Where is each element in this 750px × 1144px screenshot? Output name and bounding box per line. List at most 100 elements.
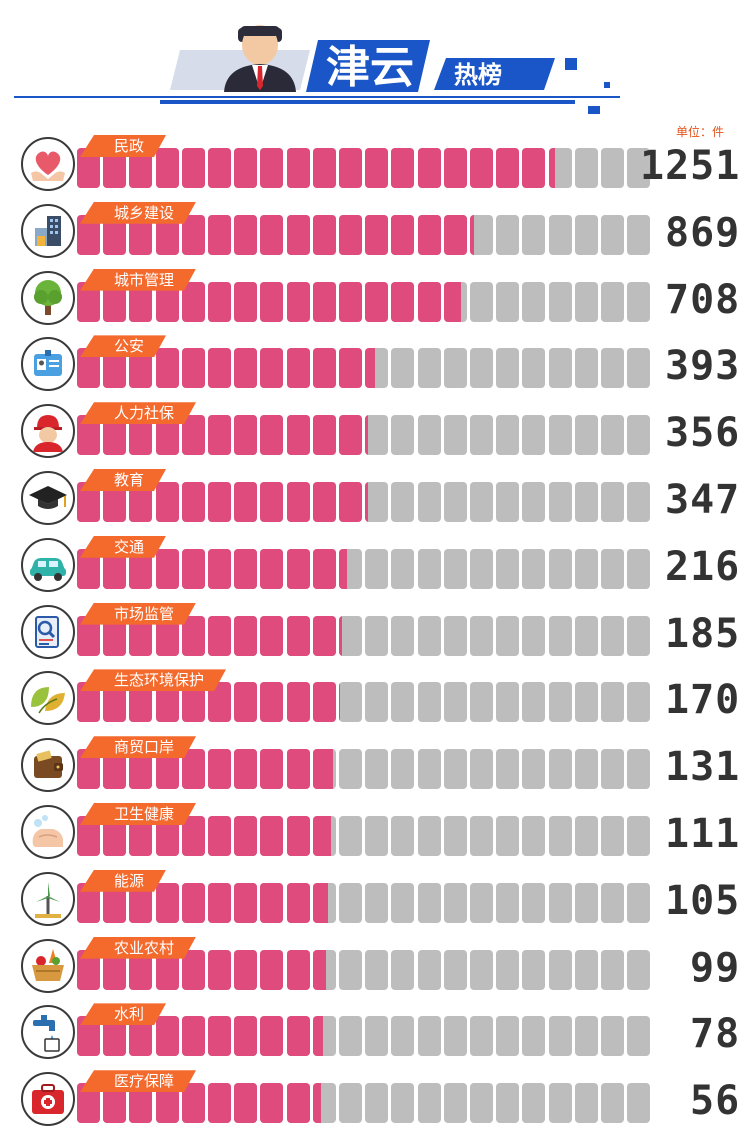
- bar-fill: [129, 348, 153, 389]
- bar-fill: [155, 281, 179, 322]
- bar-segment: [208, 214, 231, 255]
- category-label: 城市管理: [80, 269, 196, 291]
- bar-fill: [234, 1083, 258, 1124]
- bar-segment: [181, 816, 205, 856]
- bar-fill: [365, 482, 368, 522]
- value-label: 56: [690, 1078, 741, 1125]
- bar-segment: [339, 415, 362, 456]
- bar-segment: [627, 148, 651, 188]
- bar-fill: [365, 148, 389, 188]
- bar-segment: [365, 816, 389, 856]
- bar-fill: [391, 281, 415, 322]
- bar-fill: [129, 1083, 153, 1124]
- bar-fill: [286, 415, 310, 456]
- bar-fill: [260, 615, 284, 656]
- bar-segment: [129, 816, 153, 856]
- bar-fill: [234, 548, 258, 589]
- bar-segment: [601, 281, 624, 322]
- bar-fill: [155, 348, 179, 389]
- bar-segment: [155, 148, 179, 188]
- bar-segment: [601, 949, 624, 990]
- bar-fill: [77, 482, 100, 522]
- bar-segment: [548, 816, 572, 856]
- bar-segment: [181, 214, 205, 255]
- bar-fill: [77, 214, 100, 255]
- bar-fill: [181, 615, 205, 656]
- bar-fill: [77, 415, 100, 456]
- bar-segment: [470, 682, 493, 723]
- bar-segment: [417, 548, 441, 589]
- bar-segment: [470, 1016, 493, 1057]
- bar-segment: [470, 281, 493, 322]
- bar-segment: [129, 281, 153, 322]
- bar-segment: [443, 482, 467, 522]
- bar-segment: [601, 882, 624, 923]
- bar-fill: [77, 281, 100, 322]
- bar-segment: [77, 682, 100, 723]
- bar-segment: [627, 749, 651, 790]
- bar-segment: [312, 682, 336, 723]
- bar-fill: [260, 214, 284, 255]
- bar-segment: [365, 882, 389, 923]
- bar-segment: [208, 949, 231, 990]
- bar-segment: [312, 148, 336, 188]
- bar-segment: [601, 348, 624, 389]
- bar-segment: [601, 749, 624, 790]
- bar-fill: [208, 415, 231, 456]
- bar-segment: [234, 615, 258, 656]
- bar-fill: [103, 615, 127, 656]
- bar-fill: [208, 749, 231, 790]
- bar-fill: [365, 415, 368, 456]
- bar-segment: [155, 281, 179, 322]
- bar-fill: [77, 816, 100, 856]
- value-label: 869: [665, 209, 741, 256]
- bar: [77, 615, 651, 656]
- bar-fill: [260, 348, 284, 389]
- bar-fill: [129, 1016, 153, 1057]
- bar-segment: [522, 348, 546, 389]
- bar-segment: [443, 148, 467, 188]
- bar-fill: [103, 882, 127, 923]
- bar-segment: [339, 949, 362, 990]
- bar-segment: [417, 1083, 441, 1124]
- bar-segment: [234, 882, 258, 923]
- header-subtitle: 热榜: [454, 61, 502, 89]
- bar-fill: [103, 348, 127, 389]
- bar-segment: [77, 816, 100, 856]
- bar-segment: [234, 548, 258, 589]
- bar-segment: [470, 882, 493, 923]
- unit-label: 单位：件: [676, 125, 725, 139]
- bar-fill: [260, 1083, 284, 1124]
- bar-segment: [155, 615, 179, 656]
- bar-segment: [417, 816, 441, 856]
- bar-segment: [155, 1016, 179, 1057]
- bar-segment: [260, 882, 284, 923]
- bar-segment: [312, 882, 336, 923]
- bar-fill: [312, 415, 336, 456]
- value-label: 356: [665, 410, 741, 457]
- bar-segment: [260, 148, 284, 188]
- bar-segment: [365, 281, 389, 322]
- bar-segment: [627, 415, 651, 456]
- bar-fill: [103, 1016, 127, 1057]
- bar-fill: [155, 949, 179, 990]
- category-label: 能源: [80, 870, 166, 892]
- bar-segment: [208, 816, 231, 856]
- bar-segment: [365, 148, 389, 188]
- bar-fill: [103, 682, 127, 723]
- bar-segment: [417, 415, 441, 456]
- bar-segment: [522, 281, 546, 322]
- bar-fill: [339, 482, 362, 522]
- bar-segment: [548, 682, 572, 723]
- bar-segment: [443, 615, 467, 656]
- bar-fill: [181, 816, 205, 856]
- bar-segment: [129, 882, 153, 923]
- bar-fill: [339, 415, 362, 456]
- chart-row: 医疗保障 56: [0, 1070, 750, 1130]
- bar-segment: [155, 682, 179, 723]
- bar-fill: [181, 1016, 205, 1057]
- bar-segment: [234, 482, 258, 522]
- bar-segment: [391, 1083, 415, 1124]
- bar-segment: [627, 949, 651, 990]
- bar-segment: [208, 148, 231, 188]
